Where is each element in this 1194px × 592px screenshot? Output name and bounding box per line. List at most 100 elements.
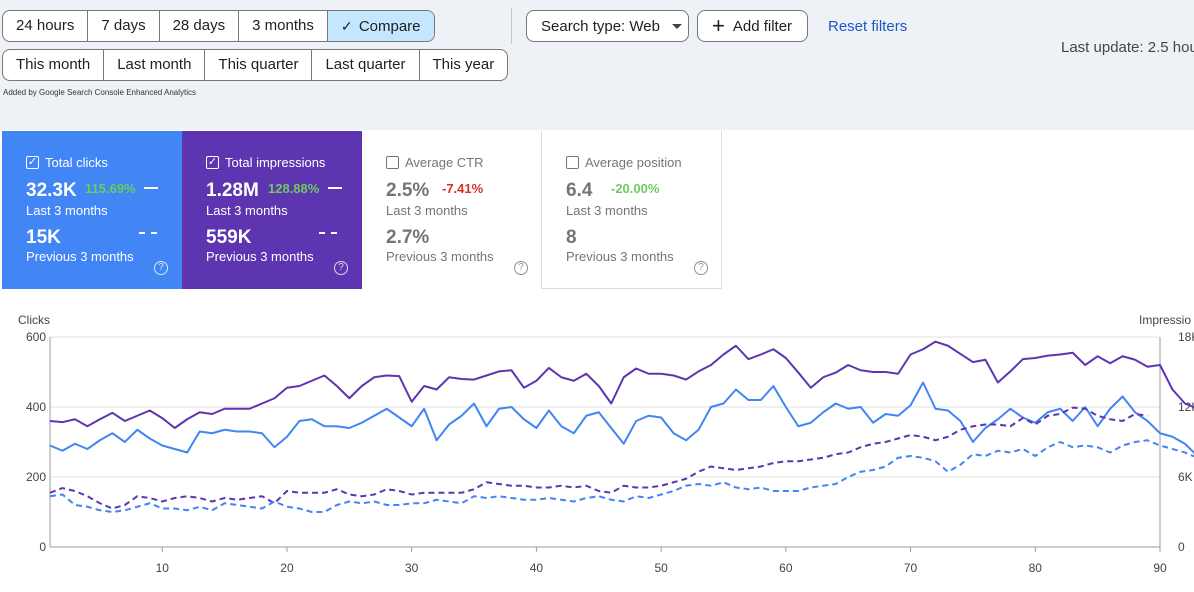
ytick-right-label: 18K [1178, 330, 1194, 344]
compare-button[interactable]: ✓ Compare [327, 11, 434, 41]
impressions-change: 128.88% [268, 181, 320, 196]
dashed-line-legend-icon [139, 232, 157, 234]
metric-card-ctr[interactable]: Average CTR 2.5% -7.41% Last 3 months 2.… [362, 131, 542, 289]
clicks-prev-value: 15K [26, 227, 61, 248]
solid-line-legend-icon [144, 187, 158, 189]
range-7-days-button[interactable]: 7 days [88, 11, 160, 41]
help-icon[interactable]: ? [694, 261, 708, 275]
ytick-right-label: 6K [1178, 470, 1193, 484]
ctr-title: Average CTR [405, 155, 484, 170]
ytick-left-label: 0 [39, 540, 46, 554]
time-range-selector: 24 hours 7 days 28 days 3 months ✓ Compar… [2, 10, 435, 42]
series-line-3 [49, 439, 1194, 513]
search-type-label: Search type: Web [541, 17, 660, 35]
impressions-title: Total impressions [225, 155, 326, 170]
add-filter-label: Add filter [732, 17, 793, 35]
clicks-prev-period: Previous 3 months [26, 249, 134, 264]
chart-grid [49, 336, 1161, 548]
performance-chart: Clicks Impressio 0 200 400 600 0 6K 12K 18K 10… [18, 313, 1194, 575]
position-value: 6.4 [566, 180, 593, 201]
period-last-month-label: Last month [117, 56, 192, 73]
ctr-prev-value: 2.7% [386, 227, 430, 248]
reset-filters-link[interactable]: Reset filters [828, 18, 908, 35]
period-this-year-button[interactable]: This year [420, 50, 508, 80]
ytick-left-label: 400 [26, 400, 46, 414]
chart-yticks-right: 0 6K 12K 18K [1178, 330, 1194, 554]
period-last-quarter-label: Last quarter [325, 56, 406, 73]
checkbox-unchecked-icon[interactable] [566, 156, 579, 169]
xtick-label: 40 [530, 561, 544, 575]
xtick-label: 60 [779, 561, 793, 575]
series-line-1 [49, 381, 1194, 455]
last-update-text: Last update: 2.5 hou [1061, 39, 1194, 56]
ytick-left-label: 600 [26, 330, 46, 344]
caret-down-icon [671, 23, 682, 29]
clicks-period: Last 3 months [26, 203, 108, 218]
chart-xticks: 10 20 30 40 50 60 70 80 90 [156, 547, 1167, 575]
help-icon[interactable]: ? [514, 261, 528, 275]
impressions-prev-period: Previous 3 months [206, 249, 314, 264]
period-this-year-label: This year [432, 56, 495, 73]
check-icon: ✓ [340, 18, 353, 34]
period-this-month-button[interactable]: This month [3, 50, 105, 80]
ctr-change: -7.41% [442, 181, 484, 196]
clicks-title: Total clicks [45, 155, 108, 170]
position-prev-value: 8 [566, 227, 577, 248]
search-type-dropdown[interactable]: Search type: Web [526, 10, 689, 42]
ytick-left-label: 200 [26, 470, 46, 484]
clicks-change: 115.69% [85, 181, 136, 196]
help-icon[interactable]: ? [154, 261, 168, 275]
ctr-prev-period: Previous 3 months [386, 249, 494, 264]
period-this-quarter-button[interactable]: This quarter [205, 50, 313, 80]
xtick-label: 10 [156, 561, 170, 575]
ytick-right-label: 0 [1178, 540, 1185, 554]
range-24-hours-button[interactable]: 24 hours [3, 11, 89, 41]
period-this-quarter-label: This quarter [218, 56, 299, 73]
period-selector: This month Last month This quarter Last … [2, 49, 509, 81]
ytick-right-label: 12K [1178, 400, 1194, 414]
range-3-months-label: 3 months [252, 17, 314, 34]
checkbox-checked-icon[interactable]: ✓ [26, 156, 39, 169]
period-last-month-button[interactable]: Last month [104, 50, 206, 80]
ctr-value: 2.5% [386, 180, 430, 201]
series-line-0 [49, 340, 1194, 429]
clicks-value: 32.3K [26, 180, 77, 201]
solid-line-legend-icon [328, 187, 342, 189]
range-28-days-button[interactable]: 28 days [160, 11, 240, 41]
chart-ylabel-left: Clicks [18, 313, 50, 327]
help-icon[interactable]: ? [334, 261, 348, 275]
xtick-label: 30 [405, 561, 419, 575]
range-24-hours-label: 24 hours [16, 17, 75, 34]
plus-icon: + [712, 13, 725, 38]
range-7-days-label: 7 days [101, 17, 146, 34]
checkbox-unchecked-icon[interactable] [386, 156, 399, 169]
position-change: -20.00% [611, 181, 660, 196]
series-line-2 [49, 406, 1148, 510]
extension-note: Added by Google Search Console Enhanced … [3, 88, 197, 97]
xtick-label: 70 [904, 561, 918, 575]
range-28-days-label: 28 days [172, 17, 226, 34]
xtick-label: 50 [654, 561, 668, 575]
metric-card-position[interactable]: Average position 6.4 -20.00% Last 3 mont… [542, 131, 722, 289]
ctr-period: Last 3 months [386, 203, 468, 218]
range-3-months-button[interactable]: 3 months [239, 11, 328, 41]
metric-card-clicks[interactable]: ✓ Total clicks 32.3K 115.69% Last 3 mont… [2, 131, 182, 289]
impressions-prev-value: 559K [206, 227, 252, 248]
position-period: Last 3 months [566, 203, 648, 218]
xtick-label: 20 [280, 561, 294, 575]
checkbox-checked-icon[interactable]: ✓ [206, 156, 219, 169]
metric-card-impressions[interactable]: ✓ Total impressions 1.28M 128.88% Last 3… [182, 131, 362, 289]
dashed-line-legend-icon [319, 232, 337, 234]
add-filter-button[interactable]: + Add filter [697, 10, 808, 42]
xtick-label: 80 [1029, 561, 1043, 575]
impressions-value: 1.28M [206, 180, 259, 201]
toolbar-divider [511, 8, 512, 44]
position-prev-period: Previous 3 months [566, 249, 674, 264]
xtick-label: 90 [1153, 561, 1167, 575]
period-this-month-label: This month [16, 56, 91, 73]
period-last-quarter-button[interactable]: Last quarter [312, 50, 420, 80]
impressions-period: Last 3 months [206, 203, 288, 218]
compare-label: Compare [358, 18, 421, 35]
position-title: Average position [585, 155, 682, 170]
chart-series [49, 340, 1194, 513]
